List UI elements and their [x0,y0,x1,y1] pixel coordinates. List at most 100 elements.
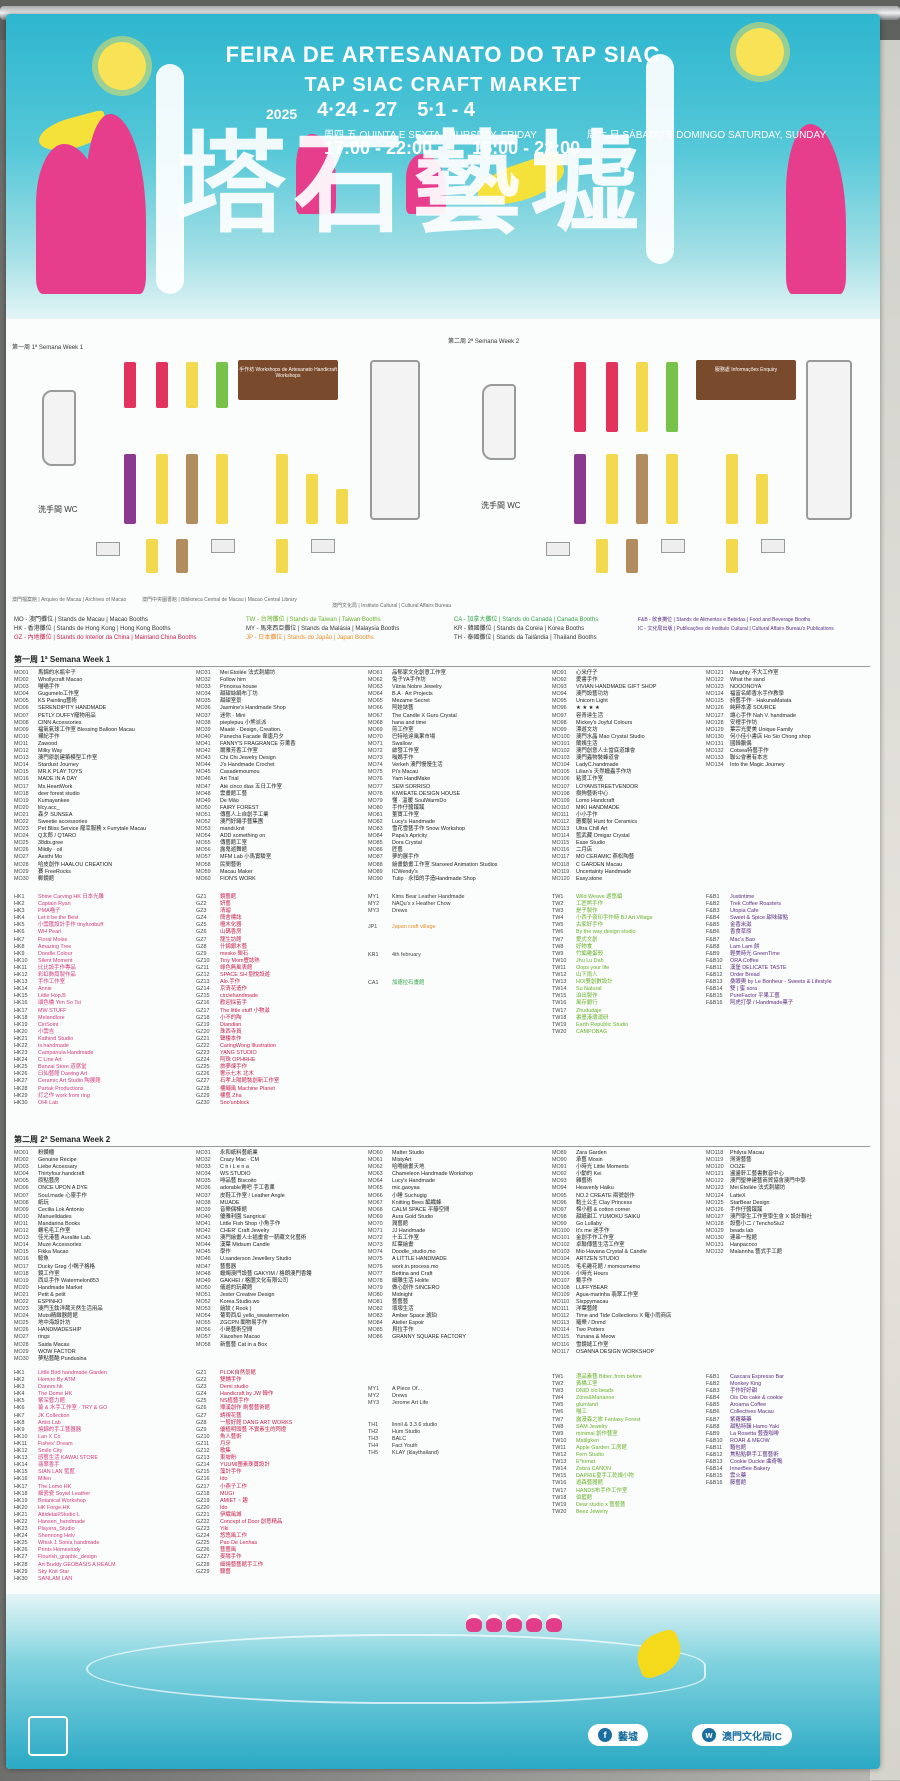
list-item: MO08 紙玩 [14,1200,184,1207]
list-item: MO29 賽 FreeRocks [14,869,184,876]
list-item: MO106 小時光 Hours [552,1271,702,1278]
booth-name: Amazing Tree [38,943,72,950]
list-item: MO19 西瓜手作 Watermelon853 [14,1278,184,1285]
booth-code: F&B10 [706,957,723,964]
booth-code: MO15 [14,769,29,776]
wechat-link[interactable]: w 澳門文化局IC [692,1724,792,1746]
stall-marker [186,454,198,524]
list-item: GZ9 mesko 閩石 [196,951,366,958]
booth-name: 小不的陶 [220,1014,242,1021]
list-item: MO05 原點藝房 [14,1178,184,1185]
booth-code: MO04 [14,1171,29,1178]
booth-code: MO17 [14,1263,29,1270]
booth-name: Muze Accessories [38,1242,82,1249]
booth-name: 喵喵手作 [38,684,60,691]
booth-name: 郵鏡館 [38,875,55,882]
list-item: MO73 紅葉繪畫 [368,1242,538,1249]
list-item: HK13 感藝生活 KAWAI.STORE [14,1455,184,1462]
booth-code: MO116 [552,1341,570,1348]
booth-code: HK14 [14,1462,28,1469]
list-item: F&B3 Utopia Cafe [706,908,866,915]
list-item: GZ5 檀木化器 [196,922,366,929]
booth-name: J's Handmade Crochet [220,762,275,769]
list-item: MO119 Uncertainty Handmade [552,869,702,876]
list-item: MO96 黏土公主 Clay Princess [552,1200,702,1207]
booth-code: MO107 [552,1277,570,1284]
list-item: TW17 Zhududaje [552,1008,702,1015]
duck-icon [526,1614,542,1632]
booth-name: HOI雙創數設計 [576,979,613,986]
booth-name: 簡舍標誌 [220,915,242,922]
list-item: F&B10 ORA Coffee [706,958,866,965]
booth-name: Unicorn Light [576,698,608,705]
booth-code: GZ3 [196,1384,207,1391]
list-item: TW3 是子製作 [552,908,702,915]
booth-code: MO06 [14,1185,29,1192]
booth-name: OOZE [730,1164,746,1171]
booth-code: F&B6 [706,1409,720,1416]
booth-name: 是子製作 [576,908,598,915]
list-item: MO105 毛毛雞花館 / momosmemo [552,1264,702,1271]
booth-name: 香食草原 [730,929,752,936]
list-item: MO85 Dora Crystal [368,840,538,847]
booth-code: MO95 [552,698,567,705]
list-item: MY2 NAQu's x Heather Chow [368,901,538,908]
list-item: HK1 Little Bird handmade Garden [14,1370,184,1377]
booth-code: HK7 [14,936,25,943]
booth-code: HK19 [14,1021,28,1028]
list-item: MO79 懂 · 溫暖 SoulWarmDo [368,798,538,805]
list-item: MO123 NOOONOYA [706,684,866,691]
list-item: MO03 Liebe Accessary [14,1164,184,1171]
booth-name: 漂遊文坊 [576,726,598,733]
booth-name: The Dome HK [38,1391,73,1398]
booth-code: MO69 [368,1213,383,1220]
list-item: MO115 Ease Studio [552,840,702,847]
list-item: GZ27 石孝上陽館裝創新工作室 [196,1078,366,1085]
booth-code: GZ7 [196,936,207,943]
booth-name: Little Hop.B [38,993,66,1000]
booth-name: By the way design studio [576,929,636,936]
list-item: GZ13 東坡粉 [196,1455,366,1462]
booth-code: MO30 [14,875,29,882]
booth-code: MO65 [368,1185,383,1192]
facebook-link[interactable]: f 藝墟 [588,1724,648,1746]
booth-name: MistyArt [392,1157,412,1164]
booth-name: 一般好館 DANG ART WORKS [220,1419,293,1426]
list-item: F&B10 ROAR & MEOW [706,1438,866,1445]
booth-name: SIAN LAN 藍藍 [38,1469,75,1476]
library-label: 澳門中央圖書館 | Biblioteca Central de Macau | … [142,597,297,603]
list-item: MO40 優雅利園 Sangrical [196,1214,366,1221]
booth-code: MO85 [368,1327,383,1334]
list-item: TW5 glumland [552,1402,702,1409]
list-item: GZ21 伊織風城 [196,1512,366,1519]
list-item: F&B9 La Rosetta 藝壺咖啡 [706,1431,866,1438]
list-item: MO42 爾雅芳香工作室 [196,748,366,755]
booth-code: MO45 [196,769,211,776]
booth-name: 優植明頭藝 不實素生的閃燈 [220,1426,287,1433]
booth-name: InnerBee Bakery [730,1466,771,1473]
booth-code: MO45 [196,1249,211,1256]
booth-code: GZ18 [196,1490,210,1497]
booth-name: 頌色橋 Yim So Tsi [38,1000,81,1007]
booth-code: MO36 [196,705,211,712]
list-item: F&B11 麵包館 [706,1445,866,1452]
booth-code: MO106 [552,1270,570,1277]
list-item: HK21 Attidetail/Studio L [14,1512,184,1519]
list-item: HK17 MW STUFF [14,1008,184,1015]
booth-name: mic.gaoyaa [392,1185,420,1192]
list-item: MO124 LatteX [706,1193,866,1200]
booth-name: Zebra CANON [576,1466,612,1473]
list-item: TW15 泊出製作 [552,993,702,1000]
booth-name: Playera_Studio [38,1526,75,1533]
white-ribbon-shape [156,64,184,294]
booth-code: KR1 [368,952,379,958]
booth-code: HK20 [14,1028,28,1035]
booth-name: 露漫森之旅 Fantasy Forest [576,1416,641,1423]
list-item: TW16 遊森藝器館 [552,1480,702,1487]
stall-marker [726,539,738,573]
booth-name: Botanical Workshop [38,1497,86,1504]
booth-name: Matilgken [576,1437,600,1444]
booth-name: KIWIEATE DESIGN HOUSE [392,790,461,797]
booth-code: TW6 [552,929,564,936]
stall-marker [666,362,678,432]
